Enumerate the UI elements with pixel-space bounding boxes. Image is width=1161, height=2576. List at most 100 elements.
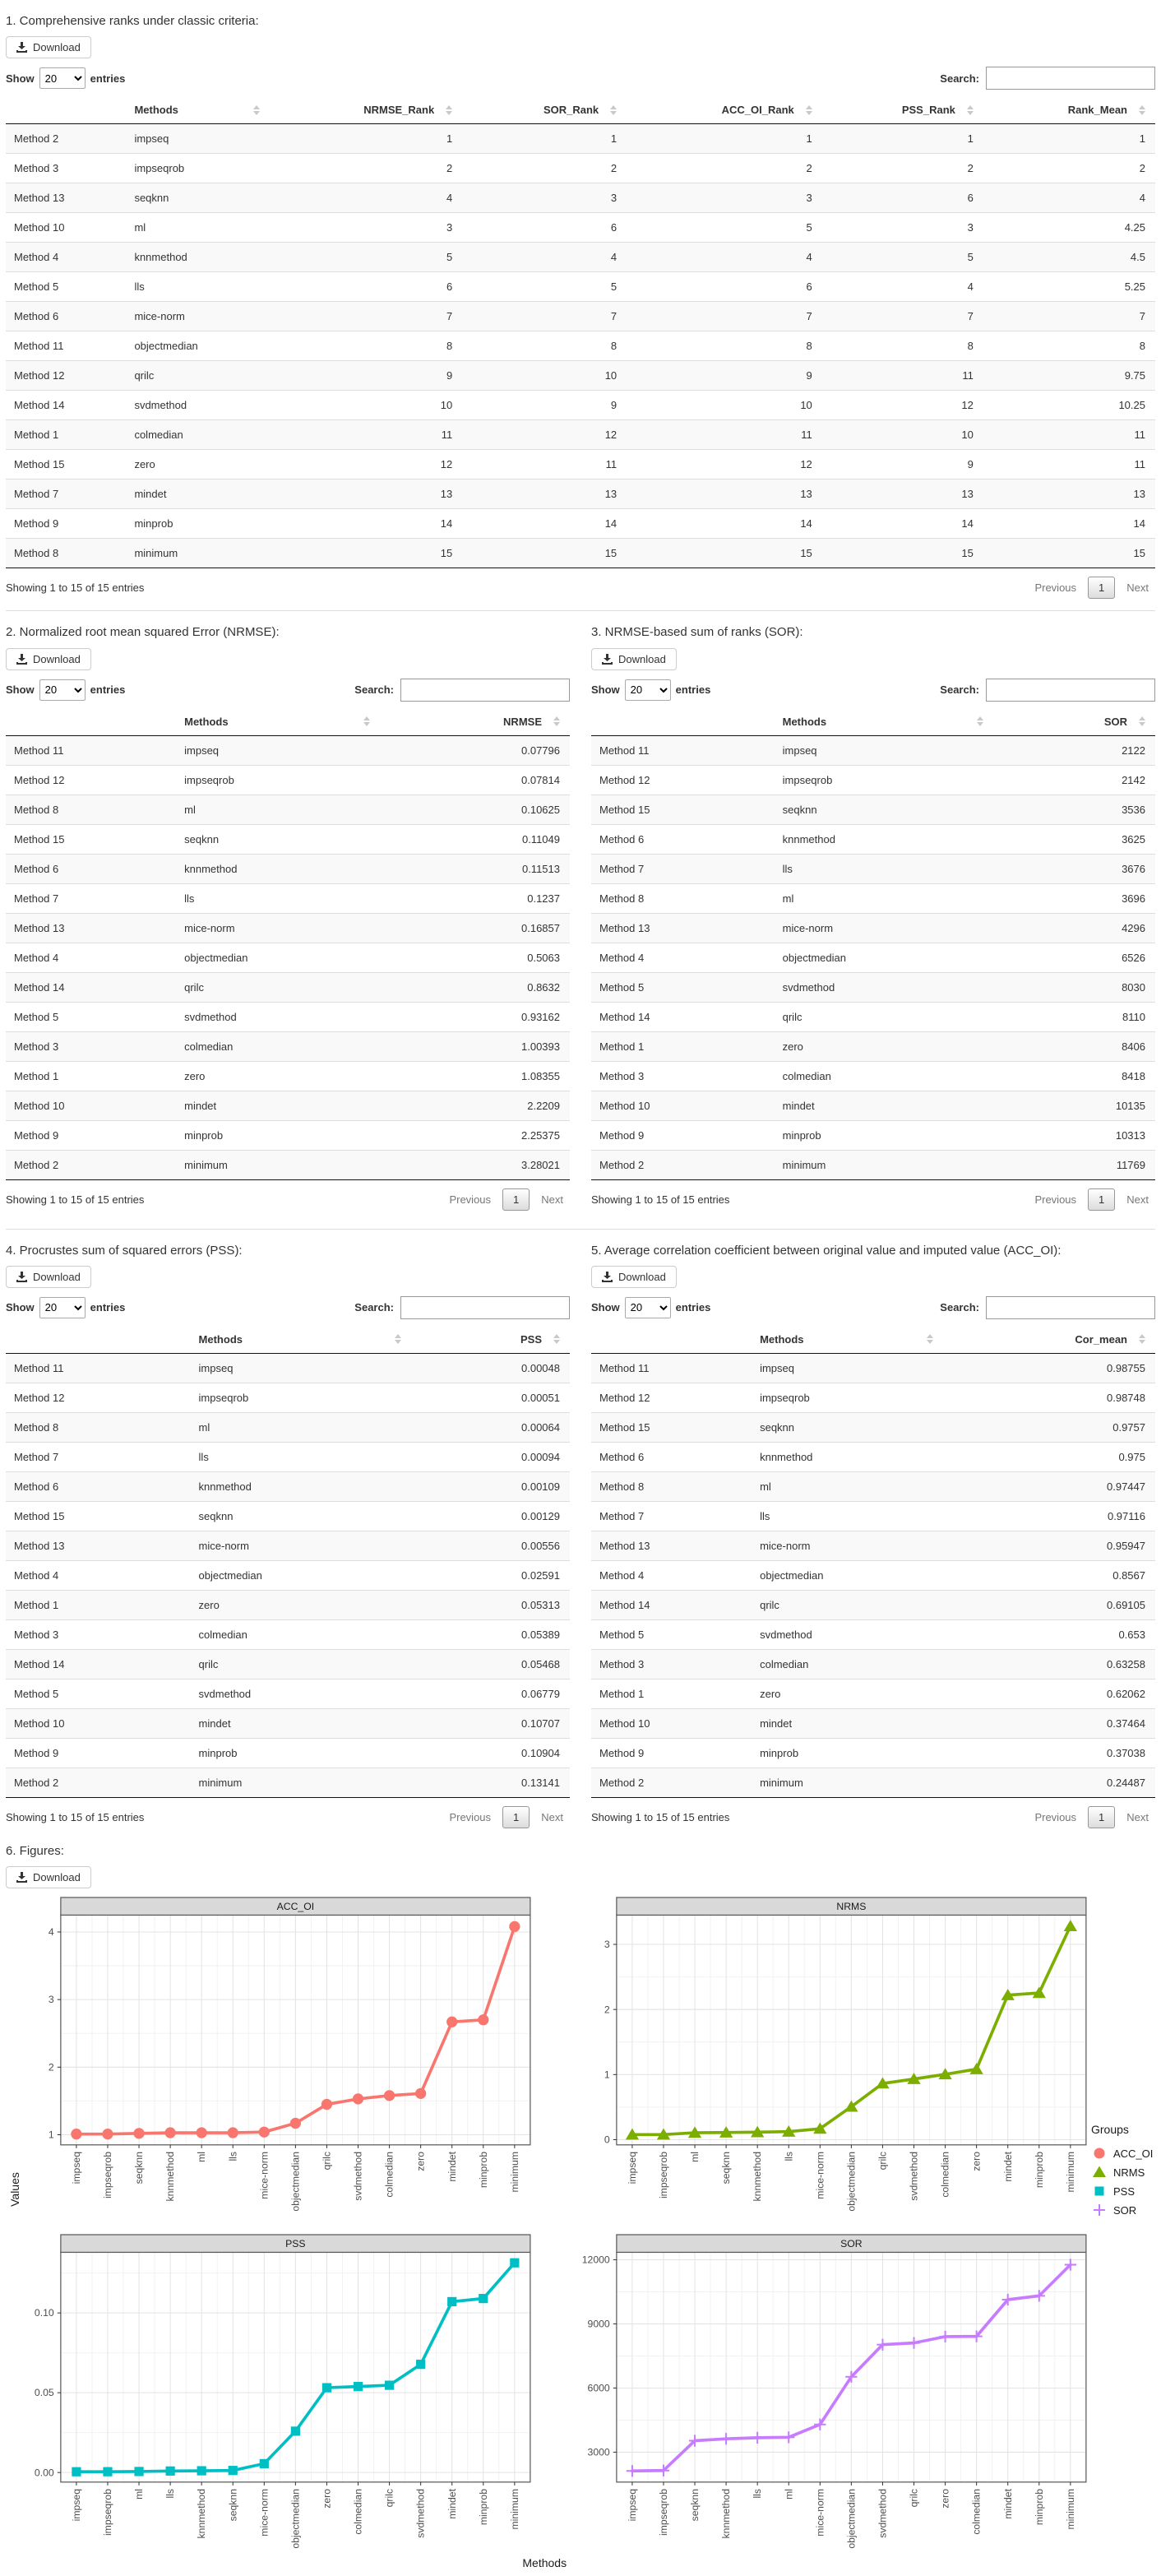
page-number-button[interactable]: 1	[502, 1188, 530, 1211]
previous-button[interactable]: Previous	[449, 1810, 492, 1823]
chart-acc_oi: ACC_OI 1 2 3 4 impseq impseqrob seqknn knnmethod…	[49, 1897, 531, 2212]
column-header-cor_mean[interactable]: Cor_mean	[943, 1325, 1155, 1354]
page-number-button[interactable]: 1	[1088, 1188, 1116, 1211]
value-cell: 0.00048	[521, 1361, 560, 1374]
download-button-label: Download	[33, 1871, 81, 1883]
show-entries: Show 20 entries	[6, 679, 125, 701]
search-input[interactable]	[400, 678, 570, 702]
download-button[interactable]: Download	[6, 1265, 91, 1288]
value-cell: 5	[967, 251, 974, 264]
column-header-nrmse[interactable]: NRMSE	[379, 707, 570, 736]
download-button[interactable]: Download	[6, 36, 91, 59]
search-box: Search:	[940, 67, 1155, 90]
table-footer: Showing 1 to 15 of 15 entries Previous 1…	[591, 1805, 1155, 1828]
x-tick-label: ml	[196, 2152, 207, 2162]
show-label: Show	[6, 72, 35, 85]
table-row: Method 3 impseqrob 2 2 2 2 2	[6, 153, 1155, 183]
method-name-cell: seqknn	[782, 803, 817, 816]
row-name-cell: Method 14	[599, 1010, 650, 1023]
table-row: Method 7 mindet 13 13 13 13 13	[6, 479, 1155, 509]
row-name-cell: Method 2	[14, 132, 59, 146]
page-length-select[interactable]: 20	[39, 679, 86, 701]
previous-button[interactable]: Previous	[1034, 1810, 1077, 1823]
download-button-label: Download	[33, 41, 81, 54]
value-cell: 7	[446, 310, 453, 323]
svg-text:1: 1	[49, 2129, 54, 2141]
previous-button[interactable]: Previous	[1034, 581, 1077, 595]
table-controls: Show 20 entries Search:	[6, 678, 570, 702]
search-input[interactable]	[986, 67, 1155, 90]
page-length-select[interactable]: 20	[39, 67, 86, 90]
column-header-pss[interactable]: PSS	[410, 1325, 570, 1354]
value-cell: 7	[610, 310, 618, 323]
column-header-sor_rank[interactable]: SOR_Rank	[462, 96, 627, 125]
column-header-pss_rank[interactable]: PSS_Rank	[821, 96, 983, 125]
previous-button[interactable]: Previous	[449, 1193, 492, 1206]
value-cell: 9.75	[1124, 369, 1145, 382]
download-button[interactable]: Download	[591, 1265, 677, 1288]
next-button[interactable]: Next	[1126, 581, 1149, 595]
row-name-cell: Method 10	[14, 1717, 65, 1730]
table-row: Method 3 colmedian 8418	[591, 1061, 1155, 1091]
next-button[interactable]: Next	[541, 1810, 563, 1823]
value-cell: 0.24487	[1107, 1776, 1145, 1789]
download-button[interactable]: Download	[6, 1866, 91, 1888]
value-cell: 3	[610, 192, 618, 205]
previous-button[interactable]: Previous	[1034, 1193, 1077, 1206]
column-header-methods[interactable]: Methods	[774, 707, 993, 736]
x-tick-label: seqknn	[133, 2152, 145, 2184]
search-input[interactable]	[986, 678, 1155, 702]
value-cell: 1	[446, 132, 453, 146]
row-name-cell: Method 14	[14, 1657, 65, 1670]
value-cell: 10313	[1115, 1128, 1145, 1142]
next-button[interactable]: Next	[541, 1193, 563, 1206]
method-name-cell: qrilc	[184, 980, 204, 994]
column-header-rank_mean[interactable]: Rank_Mean	[983, 96, 1155, 125]
page-number-button[interactable]: 1	[1088, 577, 1116, 600]
row-name-cell: Method 3	[599, 1069, 645, 1082]
svg-text:0: 0	[604, 2134, 610, 2146]
x-tick-label: ml	[689, 2152, 701, 2162]
column-header-methods[interactable]: Methods	[752, 1325, 944, 1354]
search-input[interactable]	[400, 1295, 570, 1319]
x-tick-label: impseqrob	[102, 2488, 113, 2535]
pagination: Previous 1 Next	[442, 1188, 570, 1211]
page-length-select[interactable]: 20	[39, 1296, 86, 1318]
method-name-cell: impseq	[184, 744, 220, 757]
x-tick-label: impseq	[627, 2152, 638, 2185]
download-button[interactable]: Download	[6, 647, 91, 670]
page-length-select[interactable]: 20	[624, 1296, 671, 1318]
x-axis-title: Methods	[522, 2556, 567, 2569]
page-number-button[interactable]: 1	[1088, 1805, 1116, 1828]
method-name-cell: ml	[760, 1480, 771, 1493]
download-button[interactable]: Download	[591, 647, 677, 670]
column-header-nrmse_rank[interactable]: NRMSE_Rank	[270, 96, 463, 125]
next-button[interactable]: Next	[1126, 1810, 1149, 1823]
x-tick-label: knnmethod	[720, 2488, 732, 2538]
next-button[interactable]: Next	[1126, 1193, 1149, 1206]
column-header-methods[interactable]: Methods	[176, 707, 380, 736]
page-length-select[interactable]: 20	[624, 679, 671, 701]
value-cell: 11	[605, 458, 618, 471]
section-title: 3. NRMSE-based sum of ranks (SOR):	[591, 625, 803, 640]
value-cell: 11	[1134, 458, 1146, 471]
x-tick-label: impseqrob	[102, 2152, 113, 2198]
value-cell: 0.975	[1118, 1450, 1145, 1463]
cor-mean-table: Methods Cor_mean Method 11 impseq 0.98755 Met…	[591, 1325, 1155, 1798]
column-header-acc_oi_rank[interactable]: ACC_OI_Rank	[627, 96, 822, 125]
value-cell: 1	[1139, 132, 1145, 146]
row-name-cell: Method 6	[14, 1480, 59, 1493]
column-header-methods[interactable]: Methods	[126, 96, 271, 125]
method-name-cell: colmedian	[760, 1657, 809, 1670]
row-name-cell: Method 4	[599, 1568, 645, 1582]
table-row: Method 8 ml 3696	[591, 883, 1155, 913]
method-name-cell: impseq	[134, 132, 169, 146]
show-entries: Show 20 entries	[591, 679, 710, 701]
page-number-button[interactable]: 1	[502, 1805, 530, 1828]
value-cell: 14	[440, 517, 453, 530]
search-input[interactable]	[986, 1295, 1155, 1319]
value-cell: 14	[604, 517, 618, 530]
column-header-sor[interactable]: SOR	[992, 707, 1155, 736]
column-header-methods[interactable]: Methods	[190, 1325, 411, 1354]
